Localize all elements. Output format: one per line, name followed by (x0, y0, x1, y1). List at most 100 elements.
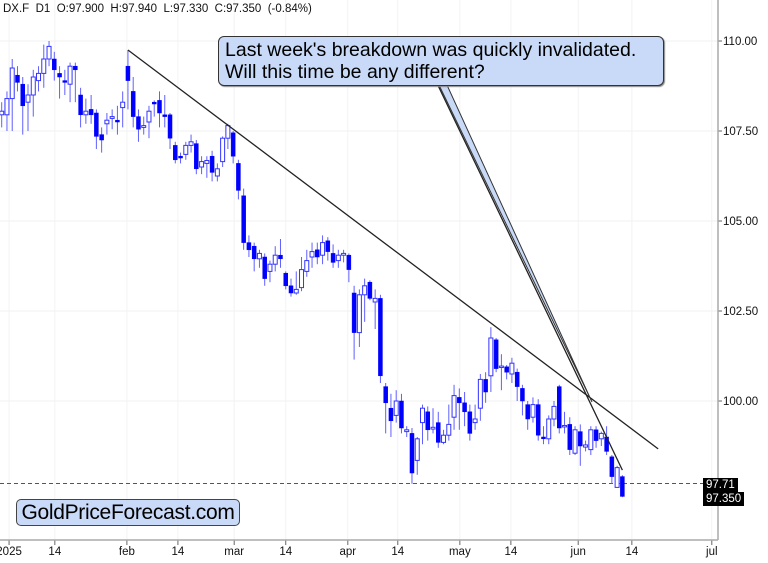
candle-down (241, 195, 246, 243)
candle-down (57, 73, 62, 78)
candle-down (62, 80, 68, 83)
candle-down (230, 132, 236, 157)
candle-down (388, 407, 394, 422)
candle-up (393, 400, 399, 416)
candle-down (88, 109, 94, 116)
candle-down (462, 402, 467, 413)
candle-up (551, 405, 557, 420)
candle-up (472, 418, 478, 424)
candle-up (4, 98, 10, 116)
candle-up (430, 426, 436, 430)
candle-up (120, 101, 126, 109)
x-tick-label: feb (119, 546, 135, 558)
candle-down (514, 371, 520, 387)
y-tick-label: 107.50 (723, 126, 758, 138)
close-value: C:97.350 (214, 3, 262, 15)
grid (0, 0, 718, 540)
candle-up (341, 252, 347, 256)
candle-down (94, 112, 99, 137)
candle-down (383, 386, 388, 404)
candle-down (15, 74, 20, 83)
candle-up (362, 285, 368, 296)
x-tick-label: 14 (391, 546, 404, 558)
candle-down (504, 366, 509, 373)
candle-down (151, 101, 157, 105)
candle-down (525, 404, 530, 420)
annotation-callout-pointer (438, 84, 593, 403)
candle-down (351, 292, 357, 333)
x-tick-label: 14 (504, 546, 517, 558)
candle-down (246, 242, 252, 251)
x-tick-label: 14 (625, 546, 638, 558)
candle-down (278, 254, 283, 260)
candle-down (493, 339, 499, 369)
candle-up (441, 434, 447, 443)
y-tick-label: 110.00 (723, 36, 757, 48)
candle-up (225, 125, 231, 139)
candle-up (572, 429, 578, 454)
axes: 110.00 107.50 105.00 102.50 100.00 2025 14 feb 1… (0, 0, 758, 558)
x-tick-label: 2025 (0, 546, 22, 558)
candle-down (436, 422, 441, 443)
candle-up (141, 125, 147, 128)
change-value: (-0.84%) (267, 3, 312, 15)
candle-down (130, 91, 136, 117)
candle-up (304, 260, 310, 272)
candle-down (78, 94, 83, 116)
candle-up (583, 444, 589, 448)
trendline (437, 85, 623, 471)
candles (0, 41, 625, 498)
candle-up (420, 407, 425, 424)
candle-up (256, 252, 262, 260)
candle-down (173, 145, 178, 161)
y-tick-label: 102.50 (723, 306, 758, 318)
candle-up (267, 263, 273, 272)
candle-up (614, 467, 620, 488)
candle-up (546, 418, 552, 440)
trendlines (127, 49, 659, 471)
candle-down (541, 436, 546, 440)
candle-down (178, 155, 183, 159)
x-tick-label: 14 (279, 546, 292, 558)
x-tick-label: mar (224, 546, 244, 558)
candle-up (509, 362, 515, 375)
x-tick-label: 14 (172, 546, 185, 558)
candle-down (399, 400, 404, 429)
candle-down (73, 65, 78, 71)
y-tick-label: 100.00 (723, 396, 758, 408)
x-tick-label: 14 (48, 546, 61, 558)
candle-up (0, 110, 5, 116)
candle-up (25, 94, 31, 103)
candle-up (588, 429, 594, 451)
candle-up (372, 297, 378, 303)
candle-down (557, 386, 562, 429)
candle-down (288, 285, 294, 294)
x-tick-label: may (449, 546, 471, 558)
candle-down (136, 116, 141, 130)
candle-down (52, 58, 57, 71)
y-tick-label: 105.00 (723, 216, 758, 228)
candle-up (498, 365, 504, 369)
candle-down (99, 134, 104, 141)
candle-down (115, 119, 120, 123)
symbol-info-bar: DX.F D1 O:97.900 H:97.940 L:97.330 C:97.… (3, 3, 312, 15)
candle-up (404, 429, 410, 433)
candle-up (188, 141, 194, 146)
candle-up (41, 58, 47, 74)
candle-down (209, 155, 215, 173)
candle-up (477, 378, 483, 409)
candle-up (272, 254, 278, 265)
candle-down (346, 254, 352, 270)
candle-down (251, 245, 257, 260)
high-value: H:97.940 (110, 3, 158, 15)
candle-up (146, 110, 152, 123)
candle-down (425, 411, 431, 431)
candle-up (299, 269, 305, 289)
candle-up (46, 45, 52, 60)
candle-down (325, 240, 331, 252)
candle-up (67, 65, 73, 85)
candle-up (451, 395, 457, 418)
candle-down (330, 253, 336, 263)
candle-down (567, 424, 573, 450)
